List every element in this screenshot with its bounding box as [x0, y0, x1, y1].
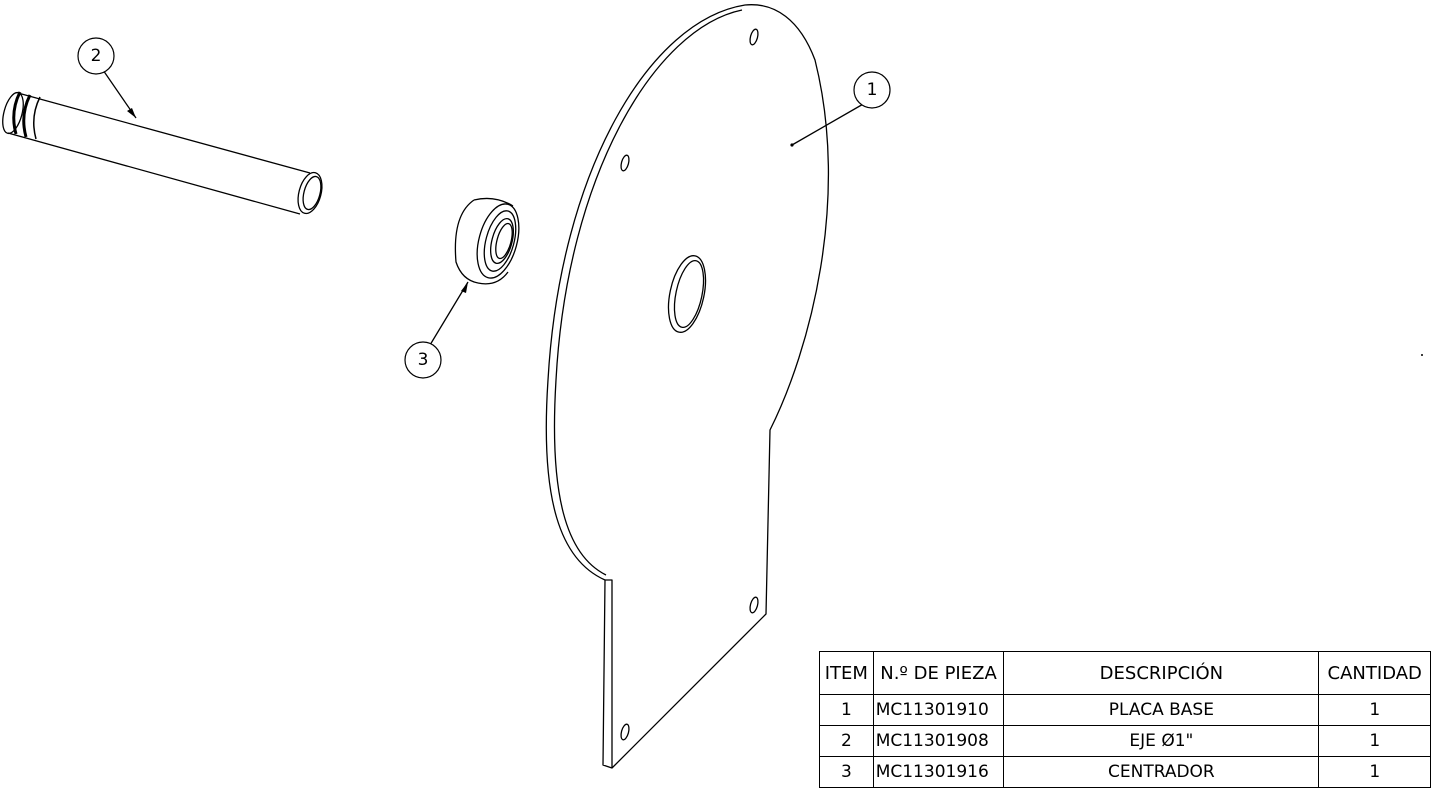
svg-text:1: 1 [867, 80, 878, 100]
bom-item: 2 [819, 725, 874, 757]
bom-header-row: ITEM N.º DE PIEZA DESCRIPCIÓN CANTIDAD [819, 651, 1431, 695]
bom-quantity: 1 [1318, 756, 1431, 788]
shaft-part [2, 91, 323, 215]
table-row: 2 MC11301908 EJE Ø1" 1 [819, 725, 1431, 757]
bom-item: 3 [819, 756, 874, 788]
bom-header-description: DESCRIPCIÓN [1003, 651, 1320, 695]
svg-text:3: 3 [418, 350, 429, 370]
leader-line-3 [429, 281, 469, 346]
bom-description: EJE Ø1" [1003, 725, 1320, 757]
bom-part-number: MC11301908 [872, 725, 1005, 757]
centering-bushing-part [454, 197, 520, 285]
bom-quantity: 1 [1318, 725, 1431, 757]
bom-description: CENTRADOR [1003, 756, 1320, 788]
bom-quantity: 1 [1318, 694, 1431, 726]
balloon-3: 3 [404, 341, 442, 379]
bom-header-quantity: CANTIDAD [1318, 651, 1431, 695]
bom-header-item: ITEM [819, 651, 874, 695]
leader-line-1 [791, 102, 866, 146]
table-row: 1 MC11301910 PLACA BASE 1 [819, 694, 1431, 726]
bom-description: PLACA BASE [1003, 694, 1320, 726]
table-row: 3 MC11301916 CENTRADOR 1 [819, 756, 1431, 788]
bom-header-part-number: N.º DE PIEZA [872, 651, 1005, 695]
balloon-1: 1 [853, 71, 891, 109]
bill-of-materials-table: ITEM N.º DE PIEZA DESCRIPCIÓN CANTIDAD 1… [819, 651, 1431, 788]
balloon-2: 2 [77, 37, 115, 75]
base-plate-part [545, 4, 830, 769]
bom-part-number: MC11301916 [872, 756, 1005, 788]
bom-part-number: MC11301910 [872, 694, 1005, 726]
bom-item: 1 [819, 694, 874, 726]
svg-text:2: 2 [91, 46, 102, 66]
